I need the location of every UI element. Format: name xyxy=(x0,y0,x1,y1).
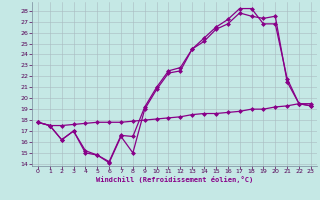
X-axis label: Windchill (Refroidissement éolien,°C): Windchill (Refroidissement éolien,°C) xyxy=(96,176,253,183)
